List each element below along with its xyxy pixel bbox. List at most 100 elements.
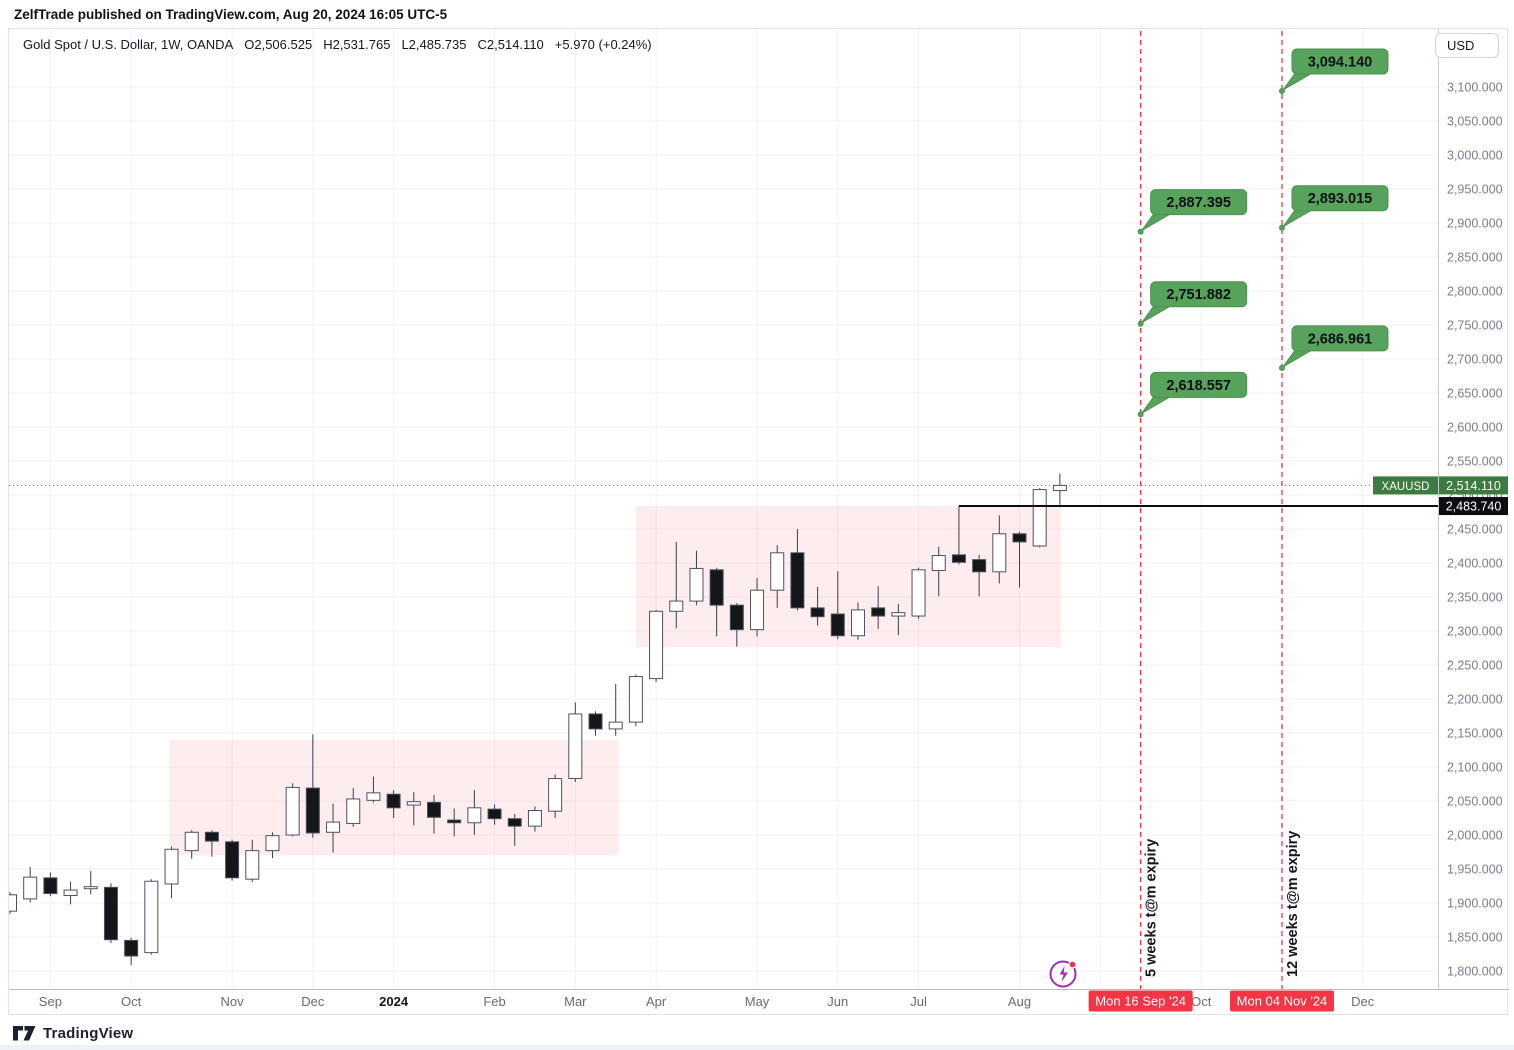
month-label: Mar <box>564 994 587 1009</box>
price-tick-label: 2,450.000 <box>1447 523 1503 537</box>
callout-bubble <box>1150 371 1248 398</box>
candle-body-up <box>467 807 482 824</box>
candle <box>507 813 522 846</box>
price-chart-canvas[interactable]: 5 weeks t@m expiry 12 weeks t@m expiry 2,8… <box>9 29 1509 1013</box>
candle <box>850 602 865 640</box>
consolidation-zone-2[interactable] <box>635 505 1061 648</box>
month-label: Nov <box>221 994 245 1009</box>
candle <box>326 803 341 853</box>
tradingview-logo-icon[interactable] <box>13 1025 36 1041</box>
candle-body-down <box>124 939 139 957</box>
month-label: Aug <box>1008 994 1031 1009</box>
callout-price-label: 3,094.140 <box>1308 54 1373 70</box>
candle <box>225 839 240 881</box>
callout-anchor-dot <box>1137 228 1144 235</box>
candle-body-up <box>63 889 78 897</box>
candle-body-up <box>245 850 260 880</box>
currency-button[interactable]: USD <box>1435 33 1499 58</box>
candle-body-up <box>164 848 179 885</box>
candle <box>1012 531 1027 588</box>
callout-anchor-dot <box>1137 320 1144 327</box>
month-label: Jul <box>910 994 927 1009</box>
candle <box>346 788 361 827</box>
price-tick-label: 1,950.000 <box>1447 863 1503 877</box>
price-tick-label: 2,000.000 <box>1447 829 1503 843</box>
month-label: Dec <box>301 994 325 1009</box>
candle-body-up <box>548 778 563 812</box>
price-target-callout[interactable]: 3,094.140 <box>1278 48 1389 94</box>
candle <box>871 586 886 629</box>
candle-body-down <box>1012 533 1027 543</box>
candle-body-up <box>9 894 17 912</box>
callout-anchor-dot <box>1278 87 1285 94</box>
candle-body-down <box>709 569 724 606</box>
price-tick-label: 2,200.000 <box>1447 693 1503 707</box>
callout-bubble <box>1291 325 1389 352</box>
candle <box>426 794 441 834</box>
price-tick-label: 2,300.000 <box>1447 625 1503 639</box>
candle <box>487 804 502 825</box>
ohlc-low: L2,485.735 <box>401 37 467 52</box>
candle <box>83 871 98 895</box>
candle-body-down <box>426 801 441 818</box>
candle <box>770 545 785 608</box>
chart-card: 5 weeks t@m expiry 12 weeks t@m expiry 2,8… <box>8 28 1509 1015</box>
price-tick-label: 2,650.000 <box>1447 387 1503 401</box>
price-target-callout[interactable]: 2,887.395 <box>1137 189 1248 235</box>
candle-body-down <box>225 841 240 879</box>
ath-price-box <box>1439 497 1508 516</box>
price-tick-label: 2,900.000 <box>1447 217 1503 231</box>
tradingview-brand[interactable]: TradingView <box>43 1024 134 1042</box>
candle-body-down <box>447 819 462 824</box>
candle <box>386 790 401 818</box>
lightning-bolt <box>1059 966 1068 982</box>
candle-body-up <box>326 821 341 833</box>
price-tick-label: 1,800.000 <box>1447 965 1503 979</box>
candle-body-up <box>184 831 199 852</box>
price-target-callout[interactable]: 2,618.557 <box>1137 371 1248 418</box>
candle <box>951 506 966 565</box>
price-target-callout[interactable]: 2,893.015 <box>1278 185 1389 231</box>
candle <box>810 586 825 626</box>
candle <box>467 790 482 835</box>
symbol-title[interactable]: Gold Spot / U.S. Dollar, 1W, OANDA <box>23 37 234 52</box>
price-target-callout[interactable]: 2,751.882 <box>1137 281 1248 327</box>
candle <box>245 839 260 882</box>
candle-body-up <box>527 810 542 827</box>
lightning-idea-icon[interactable] <box>1049 960 1077 988</box>
price-tick-label: 3,100.000 <box>1447 81 1503 95</box>
price-tick-label: 2,350.000 <box>1447 591 1503 605</box>
candle-body-up <box>992 533 1007 573</box>
candle <box>649 609 664 682</box>
price-target-callout[interactable]: 2,686.961 <box>1278 325 1389 371</box>
candle <box>265 832 280 859</box>
candle <box>527 806 542 832</box>
candles <box>9 473 1067 965</box>
event-date-label[interactable]: Mon 16 Sep '24 <box>1088 990 1193 1012</box>
candle-body-down <box>729 604 744 631</box>
candle <box>43 872 58 897</box>
candle-body-up <box>649 610 664 680</box>
candle <box>750 577 765 637</box>
candle <box>790 529 805 611</box>
current-price-value: 2,514.110 <box>1446 479 1501 493</box>
candle <box>406 792 421 826</box>
callout-price-label: 2,686.961 <box>1308 331 1373 347</box>
candle <box>911 567 926 619</box>
price-tick-label: 2,850.000 <box>1447 251 1503 265</box>
event-date-label[interactable]: Mon 04 Nov '24 <box>1229 990 1334 1012</box>
chart-legend: Gold Spot / U.S. Dollar, 1W, OANDA O2,50… <box>23 37 652 52</box>
month-label: Feb <box>483 994 505 1009</box>
expiry-caption: 5 weeks t@m expiry <box>1144 839 1160 977</box>
callout-anchor-dot <box>1278 224 1285 231</box>
callout-anchor-dot <box>1137 411 1144 418</box>
expiry-caption: 12 weeks t@m expiry <box>1285 831 1301 977</box>
candle <box>285 783 300 837</box>
callout-anchor-dot <box>1278 364 1285 371</box>
candle <box>568 702 583 782</box>
month-label: Sep <box>39 994 62 1009</box>
candle <box>628 674 643 727</box>
candle-body-up <box>23 876 38 900</box>
candle <box>124 937 139 965</box>
